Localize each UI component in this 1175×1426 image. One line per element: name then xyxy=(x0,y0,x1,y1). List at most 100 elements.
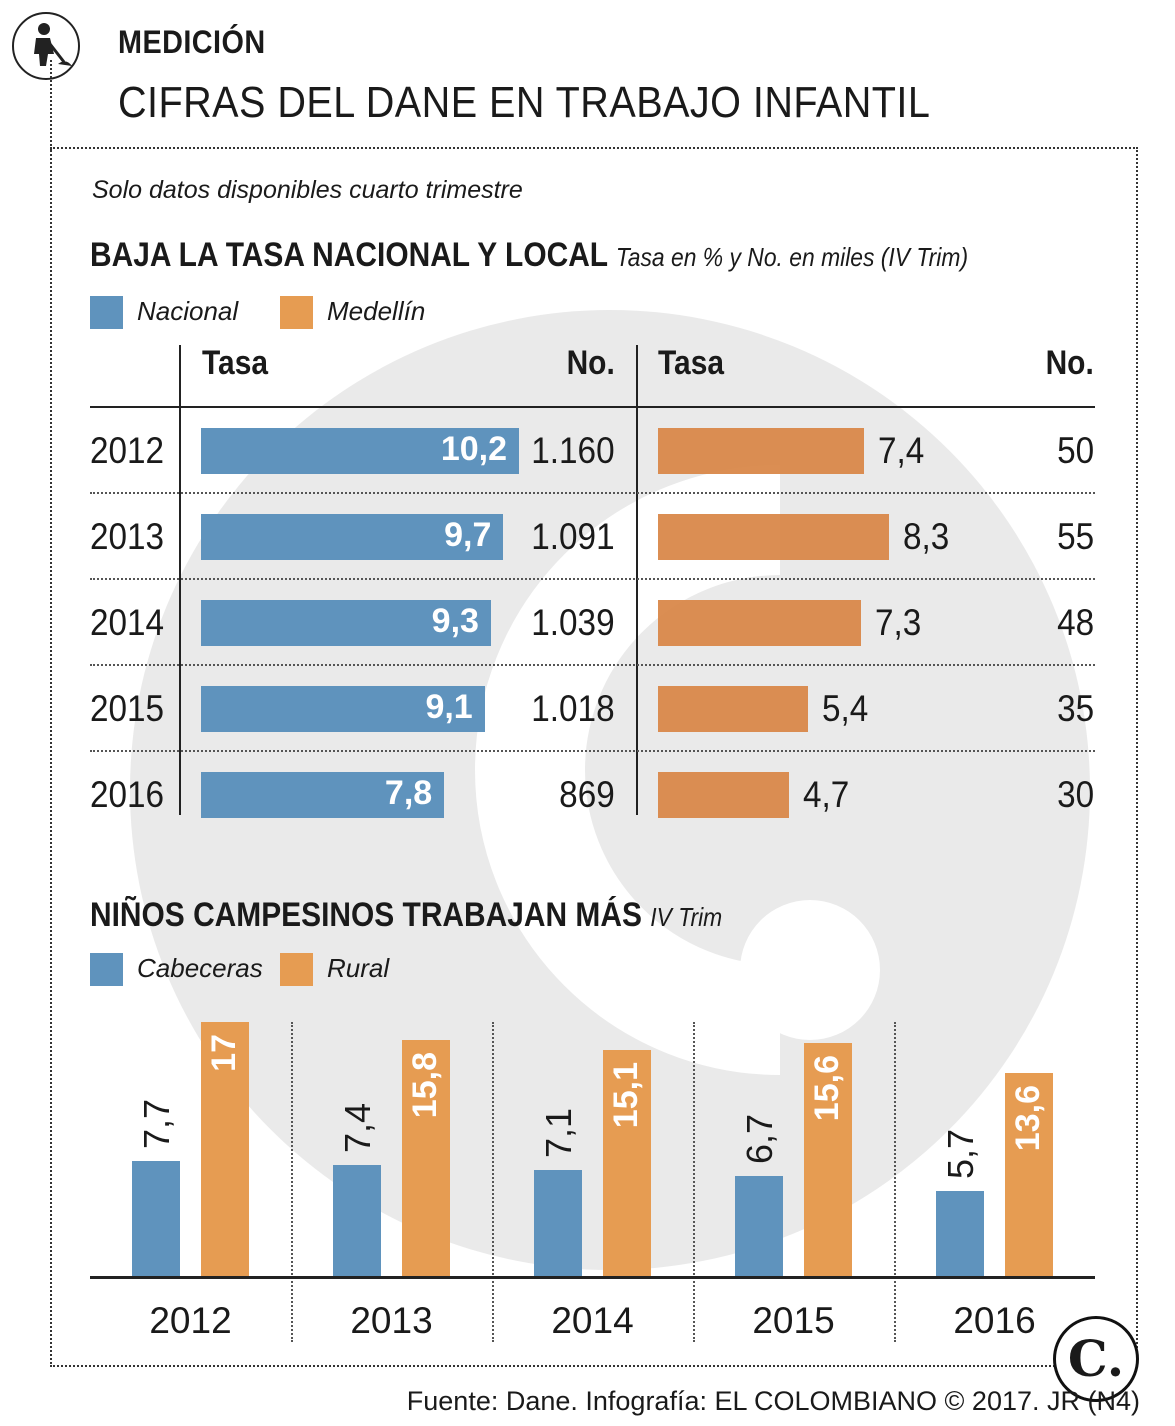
header-connector xyxy=(50,60,52,150)
worker-shovel-icon xyxy=(34,23,72,66)
legend-label-rural: Rural xyxy=(327,953,390,983)
category-label: 2013 xyxy=(350,1300,433,1341)
bar-rural xyxy=(804,1042,852,1276)
value-no-medellin: 48 xyxy=(1056,602,1094,643)
bar-nacional: 9,1 xyxy=(201,686,485,732)
value-no-nacional: 1.160 xyxy=(531,430,615,471)
page-title: CIFRAS DEL DANE EN TRABAJO INFANTIL xyxy=(118,78,931,127)
bar-label-nacional: 10,2 xyxy=(440,430,507,468)
bar-cabeceras xyxy=(534,1169,582,1276)
header-no-medellin: No. xyxy=(1045,344,1094,382)
row-divider xyxy=(90,664,1095,666)
bar-medellin xyxy=(658,428,865,474)
bar-label-rural: 15,8 xyxy=(406,1051,444,1119)
bar-label-medellin: 8,3 xyxy=(903,516,950,557)
category-label: 2012 xyxy=(149,1300,232,1341)
chart2-baseline xyxy=(90,1276,1095,1279)
section2-title-text: NIÑOS CAMPESINOS TRABAJAN MÁS xyxy=(90,896,642,934)
value-no-medellin: 50 xyxy=(1056,430,1094,471)
row-divider xyxy=(90,750,1095,752)
bar-label-rural: 15,1 xyxy=(607,1062,645,1129)
value-no-medellin: 35 xyxy=(1056,688,1094,729)
kicker: MEDICIÓN xyxy=(118,24,266,60)
legend-label-nacional: Nacional xyxy=(137,296,239,326)
section2-title: NIÑOS CAMPESINOS TRABAJAN MÁS IV Trim xyxy=(90,896,722,935)
bar-label-cabeceras: 7,7 xyxy=(136,1098,177,1149)
bar-rural xyxy=(201,1022,249,1276)
bar-cabeceras xyxy=(333,1165,381,1276)
infographic-frame xyxy=(50,147,1138,1367)
value-no-nacional: 1.018 xyxy=(531,688,615,729)
row-year: 2015 xyxy=(90,688,165,729)
bar-label-medellin: 7,3 xyxy=(875,602,922,643)
bar-nacional: 9,3 xyxy=(201,600,491,646)
bar-label-nacional: 7,8 xyxy=(384,774,433,812)
group-divider xyxy=(693,1022,695,1342)
row-year: 2013 xyxy=(90,516,165,557)
bar-medellin xyxy=(658,686,809,732)
bar-label-medellin: 7,4 xyxy=(878,430,925,471)
bar-label-rural: 13,6 xyxy=(1009,1084,1047,1151)
bar-nacional: 7,8 xyxy=(201,772,445,818)
bar-cabeceras xyxy=(735,1175,783,1276)
row-year: 2016 xyxy=(90,774,165,815)
value-no-nacional: 869 xyxy=(559,774,615,815)
header-tasa-nacional: Tasa xyxy=(202,344,268,382)
bar-nacional: 10,2 xyxy=(201,428,519,474)
category-label: 2015 xyxy=(752,1300,835,1341)
bar-rural xyxy=(603,1050,651,1276)
group-divider xyxy=(894,1022,896,1342)
section2-subtitle: IV Trim xyxy=(650,902,723,932)
section1-title: BAJA LA TASA NACIONAL Y LOCAL Tasa en % … xyxy=(90,236,968,275)
bar-label-nacional: 9,7 xyxy=(444,516,492,554)
bar-rural xyxy=(1005,1072,1053,1276)
group-divider xyxy=(492,1022,494,1342)
column-divider-left xyxy=(179,345,181,815)
legend-swatch-nacional xyxy=(90,296,123,329)
legend-label-medellin: Medellín xyxy=(327,296,426,326)
row-year: 2012 xyxy=(90,430,165,471)
category-label: 2016 xyxy=(953,1300,1036,1341)
legend-label-cabeceras: Cabeceras xyxy=(137,953,263,983)
bar-label-cabeceras: 7,4 xyxy=(337,1103,378,1154)
bar-label-medellin: 4,7 xyxy=(802,774,850,815)
value-no-nacional: 1.091 xyxy=(531,516,615,557)
brand-logo: C. xyxy=(1053,1316,1139,1402)
row-divider xyxy=(90,492,1095,494)
section1-subtitle: Tasa en % y No. en miles (IV Trim) xyxy=(615,242,969,272)
group-divider xyxy=(291,1022,293,1342)
value-no-nacional: 1.039 xyxy=(531,602,615,643)
bar-medellin xyxy=(658,514,890,560)
data-note: Solo datos disponibles cuarto trimestre xyxy=(92,176,523,204)
column-divider-right xyxy=(636,345,638,815)
header-tasa-medellin: Tasa xyxy=(658,344,724,382)
header-icon-circle xyxy=(12,12,80,80)
bar-label-cabeceras: 5,7 xyxy=(940,1128,981,1179)
legend-swatch-medellin xyxy=(280,296,313,329)
bar-label-rural: 15,6 xyxy=(808,1054,846,1122)
bar-cabeceras xyxy=(132,1160,180,1276)
bar-label-cabeceras: 7,1 xyxy=(538,1107,579,1158)
section1-title-text: BAJA LA TASA NACIONAL Y LOCAL xyxy=(90,236,608,274)
row-divider xyxy=(90,578,1095,580)
value-no-medellin: 30 xyxy=(1056,774,1094,815)
table-header-rule xyxy=(90,406,1095,408)
row-year: 2014 xyxy=(90,602,165,643)
bar-cabeceras xyxy=(936,1190,984,1276)
header-no-nacional: No. xyxy=(566,344,615,382)
legend-swatch-cabeceras xyxy=(90,953,123,986)
brand-logo-text: C. xyxy=(1067,1329,1125,1388)
bar-label-medellin: 5,4 xyxy=(822,688,869,729)
bar-rural xyxy=(402,1039,450,1276)
source-credit: Fuente: Dane. Infografía: EL COLOMBIANO … xyxy=(406,1386,1140,1416)
legend-swatch-rural xyxy=(280,953,313,986)
value-no-medellin: 55 xyxy=(1056,516,1094,557)
bar-label-rural: 17 xyxy=(205,1034,243,1072)
bar-label-nacional: 9,3 xyxy=(431,602,479,640)
bar-nacional: 9,7 xyxy=(201,514,504,560)
category-label: 2014 xyxy=(551,1300,634,1341)
bar-medellin xyxy=(658,772,789,818)
bar-medellin xyxy=(658,600,862,646)
bar-label-cabeceras: 6,7 xyxy=(739,1113,780,1164)
bar-label-nacional: 9,1 xyxy=(425,688,473,726)
